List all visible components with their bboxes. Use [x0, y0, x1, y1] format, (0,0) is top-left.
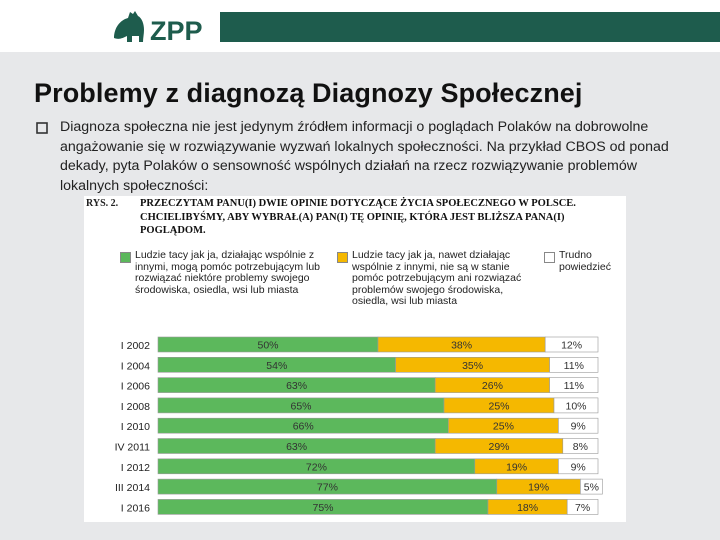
- data-label: 9%: [571, 421, 586, 433]
- data-label: 66%: [293, 421, 314, 433]
- data-label: 63%: [286, 380, 307, 392]
- bar-segment-series-2: [566, 499, 599, 515]
- bar-segment-series-2: [544, 336, 599, 353]
- legend-swatch: [337, 252, 348, 263]
- data-label: 75%: [312, 502, 333, 514]
- bar-segment-series-2: [549, 377, 599, 393]
- chart-figure: RYS. 2. PRZECZYTAM PANU(I) DWIE OPINIE D…: [84, 196, 626, 522]
- data-label: 11%: [564, 360, 584, 372]
- category-label: III 2014: [115, 482, 150, 494]
- data-label: 5%: [584, 482, 599, 494]
- data-label: 12%: [561, 340, 582, 352]
- bar-segment-series-2: [558, 458, 599, 475]
- legend-swatch: [544, 252, 555, 263]
- bar-segment-series-2: [580, 478, 603, 495]
- data-label: 65%: [290, 400, 311, 412]
- data-label: 54%: [266, 360, 287, 372]
- legend-label: Trudno powiedzieć: [559, 249, 611, 273]
- logo-text: ZPP: [150, 16, 203, 46]
- data-label: 50%: [257, 340, 278, 352]
- category-label: I 2008: [121, 401, 150, 413]
- data-label: 19%: [506, 461, 527, 473]
- legend-label: Ludzie tacy jak ja, działając wspólnie z…: [135, 249, 321, 296]
- bullet-text: Diagnoza społeczna nie jest jedynym źród…: [60, 119, 669, 194]
- figure-header: RYS. 2. PRZECZYTAM PANU(I) DWIE OPINIE D…: [84, 196, 626, 240]
- data-label: 8%: [573, 441, 588, 453]
- data-label: 77%: [317, 482, 338, 494]
- data-label: 25%: [488, 400, 509, 412]
- figure-label: RYS. 2.: [86, 198, 119, 209]
- data-label: 11%: [564, 380, 584, 392]
- bear-logo-icon: ZPP: [114, 11, 203, 46]
- stacked-bar-chart: I 2002 50% 38% 12% I 2004 54% 35% 11% I 2006 63% 2…: [115, 336, 603, 515]
- data-label: 63%: [286, 441, 307, 453]
- data-label: 18%: [517, 502, 538, 514]
- data-label: 10%: [565, 400, 586, 412]
- legend-swatch: [120, 252, 131, 263]
- bar-segment-series-2: [562, 438, 599, 454]
- data-label: 29%: [488, 441, 509, 453]
- data-label: 25%: [493, 421, 514, 433]
- figure-question: PRZECZYTAM PANU(I) DWIE OPINIE DOTYCZĄCE…: [140, 198, 576, 236]
- checkbox-bullet-icon: [36, 121, 48, 134]
- slide-title: Problemy z diagnozą Diagnozy Społecznej: [34, 78, 583, 108]
- bar-segment-series-2: [558, 417, 599, 434]
- data-label: 9%: [571, 461, 586, 473]
- header-bar: [220, 12, 720, 42]
- data-label: 72%: [306, 461, 327, 473]
- zpp-logo: ZPP: [110, 4, 210, 50]
- category-label: I 2006: [121, 381, 150, 393]
- category-label: I 2016: [121, 502, 150, 514]
- bar-segment-series-2: [553, 397, 599, 414]
- data-label: 7%: [575, 502, 590, 514]
- category-label: I 2012: [121, 462, 150, 474]
- category-label: I 2010: [121, 421, 150, 433]
- category-label: I 2002: [121, 340, 150, 352]
- legend-label: Ludzie tacy jak ja, nawet działając wspó…: [352, 249, 522, 307]
- data-label: 38%: [451, 340, 472, 352]
- data-label: 26%: [482, 380, 503, 392]
- category-label: IV 2011: [115, 442, 151, 454]
- header: ZPP: [0, 0, 720, 52]
- data-label: 35%: [462, 360, 483, 372]
- category-label: I 2004: [121, 360, 150, 372]
- data-label: 19%: [528, 482, 549, 494]
- bar-segment-series-2: [549, 357, 599, 373]
